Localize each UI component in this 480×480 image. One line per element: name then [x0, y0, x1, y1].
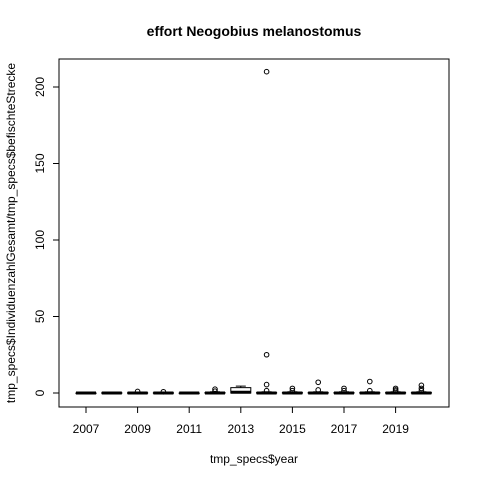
box-2015 [281, 385, 303, 395]
box-2009 [127, 388, 149, 395]
y-axis-label: tmp_specs$IndividuenzahlGesamt/tmp_specs… [4, 63, 18, 404]
x-tick-label: 2007 [73, 422, 100, 436]
chart-title: effort Neogobius melanostomus [147, 23, 362, 39]
outlier-point [315, 387, 322, 393]
x-tick-label: 2011 [176, 422, 202, 436]
box-2018 [359, 378, 381, 395]
y-tick-label: 0 [33, 389, 47, 396]
box-2013 [230, 385, 252, 394]
outlier-point [418, 382, 425, 389]
outlier-point [367, 387, 373, 394]
boxes-group [75, 68, 432, 395]
outlier-point [263, 387, 270, 394]
x-tick-label: 2019 [382, 422, 409, 436]
y-tick-label: 150 [33, 153, 47, 173]
box-2016 [307, 379, 329, 395]
outlier-point [263, 381, 270, 388]
outlier-point [212, 388, 218, 394]
x-tick-label: 2009 [124, 422, 151, 436]
box-2017 [333, 385, 355, 395]
box-2012 [204, 386, 226, 395]
outlier-point [160, 388, 167, 395]
y-axis: 0 50 100 150 200 [33, 77, 60, 396]
outlier-point [341, 387, 347, 394]
outlier-point [418, 385, 425, 392]
outlier-point [212, 386, 218, 392]
outlier-point [289, 385, 296, 392]
outlier-point [289, 387, 296, 394]
y-tick-label: 200 [33, 77, 47, 97]
outlier-point [263, 351, 270, 358]
box-2020 [410, 382, 432, 395]
box-2008 [101, 391, 123, 395]
box-2019 [385, 385, 407, 395]
y-tick-label: 100 [33, 230, 47, 250]
x-tick-label: 2013 [227, 422, 254, 436]
outlier-point [315, 379, 322, 386]
outlier-point [134, 388, 141, 395]
plot-frame [58, 58, 450, 408]
x-axis-label: tmp_specs$year [210, 452, 298, 466]
x-tick-label: 2017 [331, 422, 358, 436]
box-2007 [75, 391, 97, 395]
y-tick-label: 50 [33, 310, 47, 324]
outlier-point [341, 385, 347, 392]
x-axis: 2007 2009 2011 2013 2015 2017 2019 [73, 406, 409, 436]
outlier-point [367, 378, 373, 385]
outlier-point [392, 385, 399, 392]
box-2014 [256, 68, 278, 395]
outlier-point [418, 387, 425, 394]
x-tick-label: 2015 [279, 422, 306, 436]
outlier-point [263, 68, 270, 75]
box-2011 [178, 391, 200, 395]
box-2010 [152, 388, 174, 395]
